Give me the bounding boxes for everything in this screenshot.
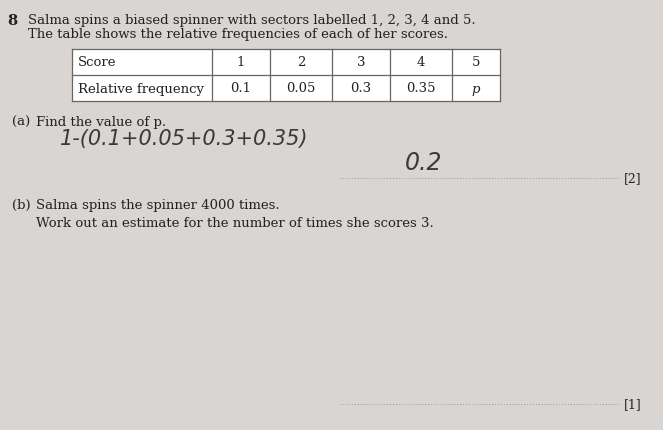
Text: Relative frequency: Relative frequency — [78, 82, 204, 95]
Text: 0.05: 0.05 — [286, 82, 316, 95]
Text: Salma spins the spinner 4000 times.: Salma spins the spinner 4000 times. — [36, 199, 280, 212]
Text: 0.2: 0.2 — [405, 150, 442, 175]
Text: The table shows the relative frequencies of each of her scores.: The table shows the relative frequencies… — [28, 28, 448, 41]
Text: (a): (a) — [12, 116, 30, 129]
Text: 3: 3 — [357, 56, 365, 69]
Text: Find the value of p.: Find the value of p. — [36, 116, 166, 129]
Text: 1-(0.1+0.05+0.3+0.35): 1-(0.1+0.05+0.3+0.35) — [60, 129, 308, 149]
Text: Salma spins a biased spinner with sectors labelled 1, 2, 3, 4 and 5.: Salma spins a biased spinner with sector… — [28, 14, 475, 27]
Text: 2: 2 — [297, 56, 305, 69]
Text: 1: 1 — [237, 56, 245, 69]
Text: 0.1: 0.1 — [231, 82, 251, 95]
Text: Work out an estimate for the number of times she scores 3.: Work out an estimate for the number of t… — [36, 216, 434, 230]
Text: 8: 8 — [7, 14, 17, 28]
Text: 5: 5 — [472, 56, 480, 69]
Text: p: p — [472, 82, 480, 95]
Text: [1]: [1] — [624, 398, 642, 411]
Text: 4: 4 — [417, 56, 425, 69]
Text: Score: Score — [78, 56, 117, 69]
Text: (b): (b) — [12, 199, 30, 212]
Text: 0.35: 0.35 — [406, 82, 436, 95]
Text: 0.3: 0.3 — [351, 82, 371, 95]
Bar — [72, 50, 500, 102]
Text: [2]: [2] — [624, 172, 642, 185]
